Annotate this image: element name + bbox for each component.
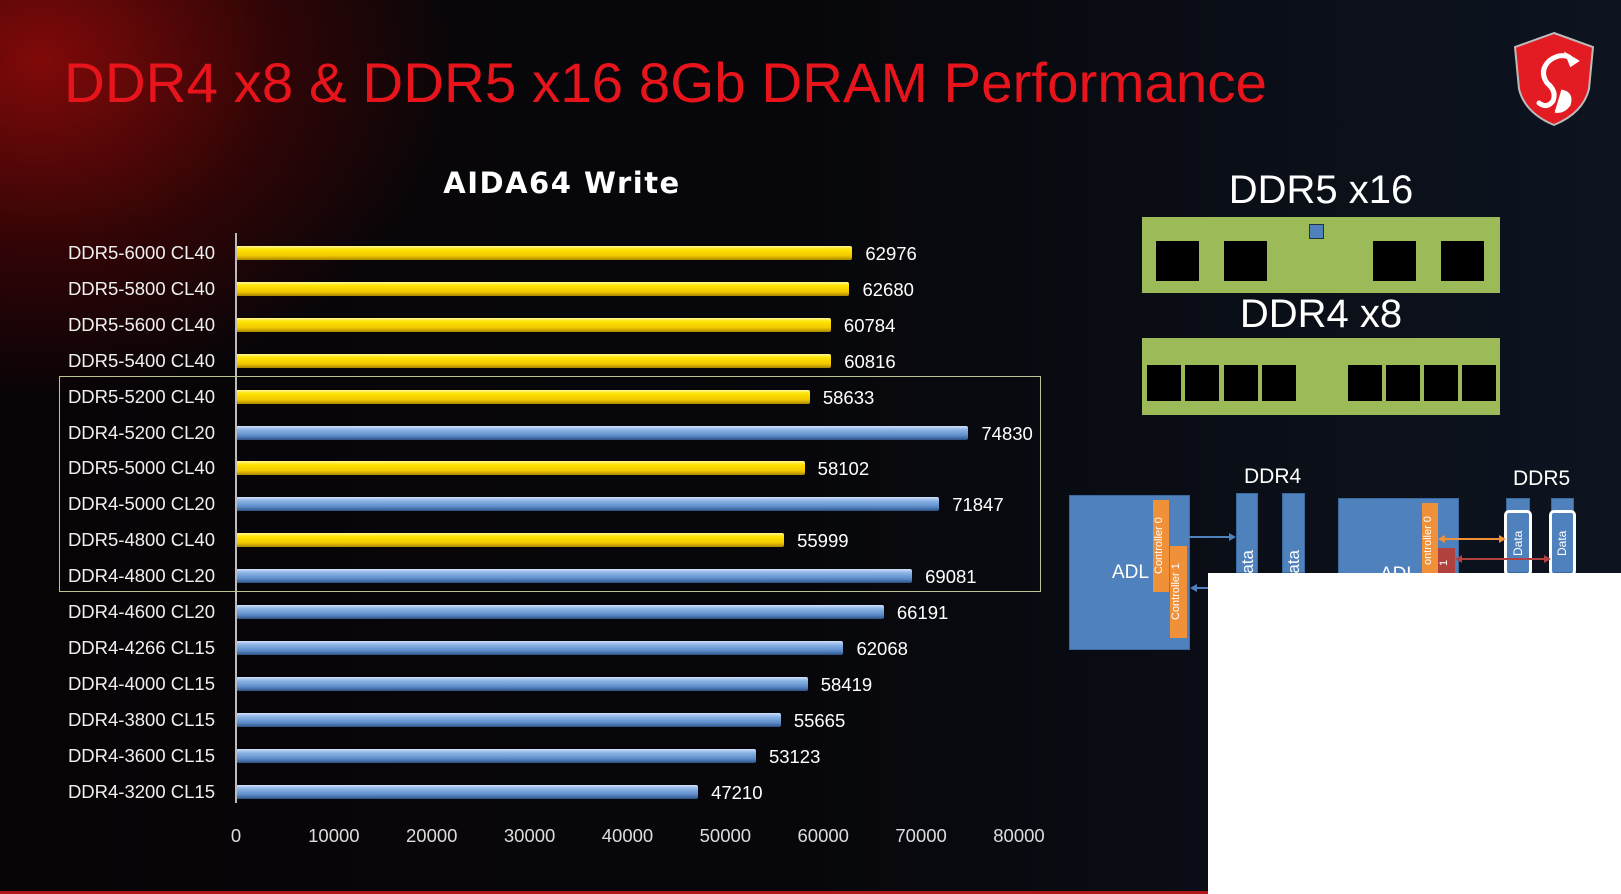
value-label: 55999 <box>797 530 849 552</box>
category-label: DDR5-5800 CL40 <box>67 277 215 299</box>
dram-chip <box>1462 365 1496 401</box>
value-label: 47210 <box>711 781 763 803</box>
category-label: DDR5-5600 CL40 <box>67 313 215 335</box>
msi-logo-icon <box>1513 31 1595 127</box>
ddr5-dimm-1 <box>1551 498 1574 573</box>
bar-ddr4-3600-cl15 <box>236 748 756 763</box>
value-label: 58419 <box>820 673 873 695</box>
bar-ddr4-5200-cl20 <box>236 425 969 440</box>
bar-ddr4-5000-cl20 <box>236 497 940 512</box>
bar-ddr5-5800-cl40 <box>236 281 850 296</box>
value-label: 60816 <box>844 350 896 372</box>
bar-ddr5-4800-cl40 <box>236 533 785 548</box>
pmic-chip <box>1309 224 1324 239</box>
category-label: DDR4-3600 CL15 <box>67 744 215 766</box>
page-title: DDR4 x8 & DDR5 x16 8Gb DRAM Performance <box>64 51 1267 114</box>
ddr5-module-label: DDR5 x16 <box>1228 168 1414 212</box>
bar-ddr4-3200-cl15 <box>236 784 699 799</box>
dram-chip <box>1224 241 1267 281</box>
bottom-accent-line <box>0 891 1208 894</box>
diagram-arrows <box>1170 533 1551 592</box>
adl-label: ADL <box>1112 562 1149 583</box>
category-label: DDR4-4266 CL15 <box>67 636 215 658</box>
x-tick-label: 10000 <box>308 825 360 846</box>
category-label: DDR4-4600 CL20 <box>67 601 215 622</box>
dram-chip <box>1424 365 1458 401</box>
value-label: 62068 <box>856 637 908 659</box>
bar-ddr5-5200-cl40 <box>236 389 810 404</box>
ddr4-module-label: DDR4 x8 <box>1239 292 1403 336</box>
value-label: 60784 <box>843 314 896 336</box>
diagram-ddr4-label: DDR4 <box>1244 465 1302 488</box>
value-label: 62680 <box>862 278 914 300</box>
category-label: DDR5-5000 CL40 <box>67 457 215 479</box>
ddr4-module <box>1142 338 1500 415</box>
bar-ddr5-5400-cl40 <box>236 353 832 368</box>
x-tick-label: 0 <box>230 825 242 846</box>
y-axis-line <box>235 233 237 803</box>
overlay-blank-panel <box>1208 573 1621 894</box>
bar-ddr4-4266-cl15 <box>236 640 844 655</box>
value-label: 58633 <box>822 386 875 408</box>
category-label: DDR4-4800 CL20 <box>67 565 215 587</box>
bar-ddr4-3800-cl15 <box>236 712 781 727</box>
dram-chip <box>1386 365 1420 401</box>
bar-ddr5-5000-cl40 <box>236 461 805 476</box>
category-label: DDR5-4800 CL40 <box>67 529 215 551</box>
category-label: DDR4-5200 CL20 <box>67 421 215 443</box>
bar-ddr4-4800-cl20 <box>236 569 913 584</box>
ddr5-dimm-0 <box>1506 498 1530 573</box>
value-label: 71847 <box>952 494 1004 516</box>
ddr4-dimm-1 <box>1282 493 1305 573</box>
value-label: 62976 <box>865 243 917 264</box>
category-label: DDR4-5000 CL20 <box>67 493 215 515</box>
bar-ddr4-4600-cl20 <box>236 605 884 619</box>
adl-cpu-block <box>1069 495 1190 650</box>
x-tick-label: 30000 <box>503 825 556 846</box>
x-tick-label: 80000 <box>993 825 1045 846</box>
dram-chip <box>1147 365 1181 401</box>
dram-chip <box>1156 241 1199 281</box>
x-tick-label: 40000 <box>601 825 654 846</box>
bar-ddr5-5600-cl40 <box>236 317 831 332</box>
x-tick-label: 60000 <box>797 825 849 846</box>
category-label: DDR4-4000 CL15 <box>67 672 215 694</box>
x-tick-label: 70000 <box>895 825 947 846</box>
highlight-box <box>59 376 1041 592</box>
dram-chip <box>1224 365 1258 401</box>
value-label: 74830 <box>981 422 1033 444</box>
chart-title: AIDA64 Write <box>443 166 681 200</box>
value-label: 69081 <box>925 566 977 588</box>
category-label: DDR5-5200 CL40 <box>67 385 215 407</box>
diagram-ddr5-label: DDR5 <box>1513 467 1571 490</box>
dram-chip <box>1348 365 1382 401</box>
bar-ddr5-6000-cl40 <box>236 246 853 260</box>
bar-ddr4-4000-cl15 <box>236 676 808 691</box>
dram-chip <box>1441 241 1484 281</box>
category-label: DDR4-3800 CL15 <box>67 708 215 730</box>
ddr5-module <box>1142 217 1500 293</box>
value-label: 66191 <box>896 602 949 623</box>
value-label: 53123 <box>768 745 821 767</box>
category-label: DDR4-3200 CL15 <box>67 780 215 802</box>
page-title-svg: DDR4 x8 & DDR5 x16 8Gb DRAM Performance <box>64 51 1267 114</box>
value-label: 55665 <box>793 709 846 731</box>
dram-chip <box>1185 365 1219 401</box>
category-label: DDR5-6000 CL40 <box>67 242 215 263</box>
category-label: DDR5-5400 CL40 <box>67 349 215 371</box>
x-tick-label: 50000 <box>699 825 752 846</box>
dram-chip <box>1373 241 1416 281</box>
ddr4-dimm-0 <box>1236 493 1258 573</box>
x-tick-label: 20000 <box>406 825 458 846</box>
value-label: 58102 <box>817 458 870 480</box>
dram-chip <box>1262 365 1296 401</box>
